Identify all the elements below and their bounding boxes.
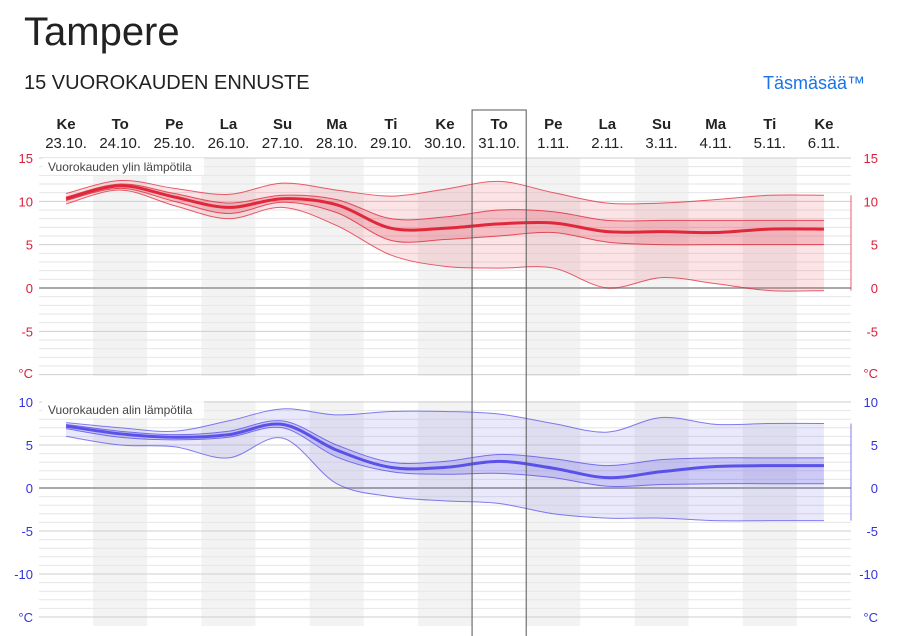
panel-label: Vuorokauden ylin lämpötila <box>48 160 192 174</box>
day-label: Su <box>273 116 292 133</box>
day-label: Ti <box>384 116 397 133</box>
range-p75-line <box>65 183 824 222</box>
day-label: Ke <box>56 116 75 133</box>
day-label: Pe <box>165 116 183 133</box>
y-tick-right: 0 <box>871 481 878 496</box>
y-unit-left: °C <box>18 610 33 625</box>
panel-label-bg <box>42 401 204 418</box>
max-temp-panel: 15 15 10 10 5 5 0 0 -5 -5 °C °C Vuorokauden ylin läm… <box>18 151 878 381</box>
median-line <box>65 422 824 480</box>
min-temp-panel: 10 10 5 5 0 0 -5 -5 -10 -10 °C °C Vuorokauden alin l… <box>14 395 878 625</box>
day-label: Ma <box>705 116 726 133</box>
day-label: Pe <box>544 116 562 133</box>
date-label: 28.10. <box>316 135 358 152</box>
day-label: Ke <box>435 116 454 133</box>
y-tick-left: 15 <box>19 151 33 166</box>
panel-label-bg <box>42 158 204 175</box>
y-tick-right: 10 <box>864 194 878 209</box>
tasmasaa-link[interactable]: Täsmäsää™ <box>762 73 865 93</box>
date-label: 27.10. <box>262 135 304 152</box>
date-label: 30.10. <box>424 135 466 152</box>
median-line <box>65 184 824 235</box>
y-tick-left: 5 <box>26 238 33 253</box>
y-tick-left: 10 <box>19 194 33 209</box>
today-highlight <box>471 109 527 636</box>
y-tick-left: 5 <box>26 438 33 453</box>
y-tick-left: -10 <box>14 567 33 582</box>
date-label: 2.11. <box>591 135 623 152</box>
date-label: 24.10. <box>99 135 141 152</box>
date-label: 25.10. <box>153 135 195 152</box>
y-tick-right: 5 <box>871 438 878 453</box>
date-label: 5.11. <box>754 135 786 152</box>
range-p75-line <box>66 420 824 467</box>
y-tick-right: 15 <box>864 151 878 166</box>
y-tick-right: 0 <box>871 281 878 296</box>
date-label: 26.10. <box>208 135 250 152</box>
y-unit-right: °C <box>863 366 878 381</box>
y-unit-left: °C <box>18 366 33 381</box>
panel-label: Vuorokauden alin lämpötila <box>48 403 193 417</box>
y-tick-left: -5 <box>21 524 33 539</box>
range-max-line <box>65 180 824 205</box>
forecast-heading: 15 VUOROKAUDEN ENNUSTE <box>24 72 310 94</box>
date-label: 4.11. <box>700 135 732 152</box>
y-tick-right: -10 <box>859 567 878 582</box>
day-label: To <box>112 116 129 133</box>
day-label: Ke <box>814 116 833 133</box>
day-label: To <box>491 116 508 133</box>
date-label: 3.11. <box>645 135 677 152</box>
date-label: 23.10. <box>45 135 87 152</box>
range-min-line <box>65 189 824 292</box>
range-min-line <box>65 435 824 522</box>
date-label: 29.10. <box>370 135 412 152</box>
y-tick-left: 10 <box>19 395 33 410</box>
day-label: Ti <box>763 116 776 133</box>
y-tick-right: -5 <box>866 324 878 339</box>
y-unit-right: °C <box>863 610 878 625</box>
day-label: Ma <box>326 116 347 133</box>
range-max-line <box>66 408 824 433</box>
range-p25-line <box>65 426 824 488</box>
y-tick-right: 10 <box>864 395 878 410</box>
range-band-outer <box>66 408 824 521</box>
y-tick-left: 0 <box>26 481 33 496</box>
y-tick-left: -5 <box>21 324 33 339</box>
page-title: Tampere <box>24 10 180 54</box>
date-label: 6.11. <box>808 135 840 152</box>
range-p25-line <box>65 187 824 246</box>
day-label: La <box>220 116 238 133</box>
y-tick-right: -5 <box>866 524 878 539</box>
range-band-inner <box>66 183 824 245</box>
range-band-inner <box>66 420 824 487</box>
date-label: 1.11. <box>537 135 569 152</box>
date-label: 31.10. <box>478 135 520 152</box>
y-tick-left: 0 <box>26 281 33 296</box>
day-label: La <box>599 116 617 133</box>
day-label: Su <box>652 116 671 133</box>
y-tick-right: 5 <box>871 238 878 253</box>
